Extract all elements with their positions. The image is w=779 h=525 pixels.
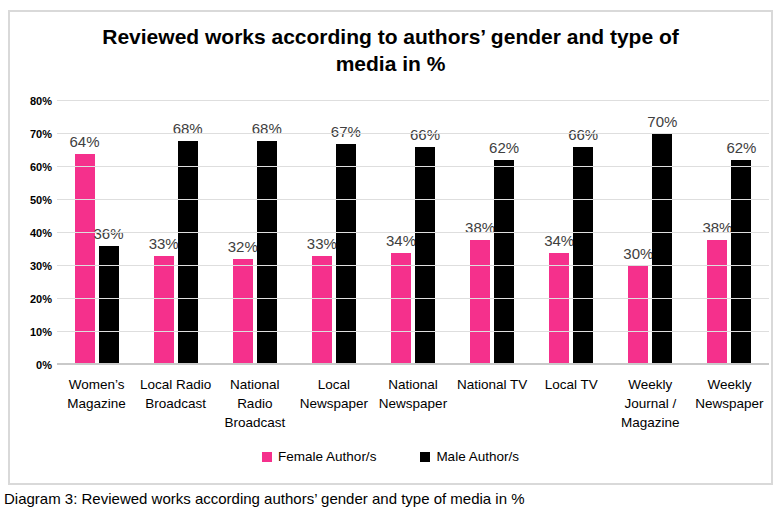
category-label: National TV [453, 376, 532, 433]
value-label: 66% [559, 127, 607, 143]
value-label: 67% [322, 124, 370, 140]
legend: Female Author/s Male Author/s [10, 449, 771, 464]
bar-group: 38%62% [453, 101, 532, 365]
plot-area: 64%36%33%68%32%68%33%67%34%66%38%62%34%6… [57, 101, 769, 365]
x-axis-labels: Women’sMagazineLocal RadioBroadcastNatio… [57, 376, 769, 433]
male-bar [415, 147, 435, 365]
page: Reviewed works according to authors’ gen… [0, 0, 779, 525]
chart-frame: Reviewed works according to authors’ gen… [8, 10, 773, 485]
female-bar [391, 253, 411, 365]
female-bar [628, 266, 648, 365]
bar-group: 32%68% [215, 101, 294, 365]
value-label: 68% [164, 121, 212, 137]
x-axis-line [57, 363, 769, 365]
female-bar [707, 240, 727, 365]
value-label: 68% [243, 121, 291, 137]
y-tick-label: 60% [10, 159, 52, 175]
female-bar [154, 256, 174, 365]
female-bar [312, 256, 332, 365]
gridline [57, 100, 769, 101]
gridline [57, 298, 769, 299]
category-label: WeeklyNewspaper [690, 376, 769, 433]
y-tick-label: 30% [10, 258, 52, 274]
category-label: Local TV [532, 376, 611, 433]
bar-group: 34%66% [373, 101, 452, 365]
male-legend-label: Male Author/s [436, 449, 519, 464]
female-legend-label: Female Author/s [278, 449, 376, 464]
legend-item-male: Male Author/s [420, 449, 519, 464]
y-axis-labels: 0%10%20%30%40%50%60%70%80% [10, 101, 52, 365]
y-tick-label: 10% [10, 324, 52, 340]
category-label: WeeklyJournal /Magazine [611, 376, 690, 433]
bar-group: 64% 36% [57, 101, 136, 365]
bar-groups: 64%36%33%68%32%68%33%67%34%66%38%62%34%6… [57, 101, 769, 365]
female-bar [549, 253, 569, 365]
bar-group: 38%62% [690, 101, 769, 365]
y-tick-label: 50% [10, 192, 52, 208]
legend-item-female: Female Author/s [262, 449, 376, 464]
chart-title: Reviewed works according to authors’ gen… [10, 24, 771, 78]
gridline [57, 133, 769, 134]
category-label: Local RadioBroadcast [136, 376, 215, 433]
chart-title-line-2: media in % [10, 51, 771, 78]
male-bar [731, 160, 751, 365]
male-bar [573, 147, 593, 365]
gridline [57, 166, 769, 167]
female-legend-swatch [262, 452, 272, 462]
y-tick-label: 40% [10, 225, 52, 241]
diagram-caption: Diagram 3: Reviewed works according auth… [4, 490, 525, 507]
category-label: Women’sMagazine [57, 376, 136, 433]
male-bar [494, 160, 514, 365]
value-label: 64% [61, 134, 109, 150]
gridline [57, 331, 769, 332]
value-label: 66% [401, 127, 449, 143]
female-bar [233, 259, 253, 365]
y-tick-label: 80% [10, 93, 52, 109]
value-label: 62% [717, 140, 765, 156]
bar-group: 33%68% [136, 101, 215, 365]
female-bar [470, 240, 490, 365]
bar-group: 30%70% [611, 101, 690, 365]
gridline [57, 199, 769, 200]
category-label: LocalNewspaper [294, 376, 373, 433]
y-tick-label: 20% [10, 291, 52, 307]
bar-group: 34%66% [532, 101, 611, 365]
category-label: NationalNewspaper [373, 376, 452, 433]
male-legend-swatch [420, 452, 430, 462]
gridline [57, 232, 769, 233]
y-tick-label: 70% [10, 126, 52, 142]
bar-group: 33%67% [294, 101, 373, 365]
category-label: NationalRadioBroadcast [215, 376, 294, 433]
gridline [57, 265, 769, 266]
value-label: 36% [85, 226, 133, 242]
chart-title-line-1: Reviewed works according to authors’ gen… [10, 24, 771, 51]
y-tick-label: 0% [10, 357, 52, 373]
value-label: 70% [638, 114, 686, 130]
female-bar [75, 154, 95, 365]
value-label: 62% [480, 140, 528, 156]
